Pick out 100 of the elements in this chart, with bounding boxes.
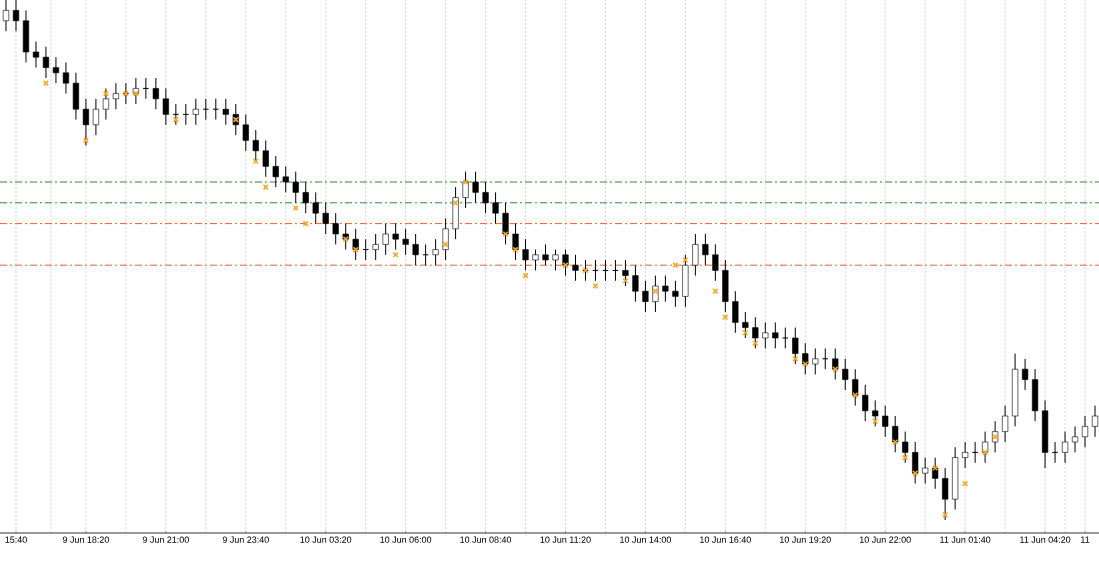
x-tick-label: 15:40 (5, 536, 27, 543)
candlestick (1061, 431, 1069, 464)
candlestick (532, 249, 539, 271)
candlestick (662, 275, 669, 303)
candlestick (202, 98, 210, 121)
candlestick (702, 233, 709, 266)
candlestick (62, 61, 70, 95)
candlestick (252, 129, 259, 162)
candlestick (522, 238, 529, 271)
x-tick-label: 10 Jun 11:20 (540, 536, 591, 543)
point (252, 158, 259, 165)
point (742, 329, 749, 336)
candlestick (212, 98, 220, 121)
candlestick (222, 98, 229, 126)
x-tick-label: 10 Jun 14:00 (620, 536, 671, 543)
candlestick (572, 254, 579, 282)
candlestick (42, 46, 50, 79)
candlestick (922, 457, 929, 485)
point (872, 418, 879, 425)
x-tick-label: 11 Jun 01:40 (940, 536, 991, 543)
point (942, 511, 949, 518)
candlestick (882, 405, 889, 438)
candlestick (382, 223, 389, 256)
candlestick (92, 98, 100, 136)
candlestick (282, 165, 289, 193)
candlestick (742, 311, 749, 339)
candlestick (632, 264, 639, 303)
candlestick (672, 280, 679, 308)
candlestick (1081, 415, 1089, 448)
candlestick (782, 327, 789, 349)
point (792, 355, 799, 362)
candlestick (302, 181, 309, 214)
candlestick (542, 243, 549, 266)
candlestick (32, 41, 40, 69)
candlestick (392, 223, 399, 251)
x-tick-label: 10 Jun 03:20 (300, 536, 352, 543)
x-tick-label: 11 Jun 04:20 (1020, 536, 1071, 543)
candlestick (322, 202, 329, 235)
x-tick-label: 11 (1081, 536, 1090, 543)
candlestick (942, 467, 949, 521)
point (512, 246, 519, 253)
candlestick (152, 77, 159, 110)
candlestick (192, 98, 199, 126)
candlestick (1091, 405, 1099, 438)
candlestick (112, 82, 119, 110)
candlestick (472, 171, 479, 204)
candlestick (821, 347, 829, 370)
candlestick (492, 191, 499, 225)
candlestick (242, 113, 249, 152)
candlestick (412, 233, 419, 266)
candlestick (402, 228, 409, 256)
x-tick-label: 10 Jun 22:00 (859, 536, 911, 543)
candlestick (862, 384, 869, 422)
x-tick-label: 10 Jun 19:20 (780, 536, 831, 543)
point (832, 366, 839, 373)
candlestick (432, 238, 439, 266)
point (352, 246, 359, 253)
candlestick (52, 56, 60, 84)
candlestick (142, 77, 150, 100)
point (262, 184, 269, 191)
candlestick (832, 347, 839, 381)
candlestick (872, 399, 879, 427)
candlestick (1071, 425, 1079, 453)
candlestick (842, 358, 849, 391)
point (442, 241, 449, 248)
x-tick-label: 9 Jun 18:20 (62, 536, 109, 543)
candlestick (2, 0, 10, 32)
candlestick (962, 441, 969, 469)
candlestick (772, 321, 779, 349)
candlestick (912, 441, 919, 485)
candlestick (552, 249, 559, 271)
candlestick (272, 155, 279, 188)
candlestick (312, 191, 319, 225)
x-tick-label: 10 Jun 16:40 (700, 536, 751, 543)
candlestick (292, 171, 299, 204)
candlestick (712, 243, 719, 282)
candlestick (792, 327, 799, 365)
candlestick (1002, 405, 1009, 443)
point (522, 272, 529, 279)
candlestick (162, 87, 169, 126)
candlestick (482, 181, 489, 214)
candlestick (642, 280, 649, 313)
candlestick (762, 321, 769, 349)
candlestick (812, 347, 819, 375)
candlestick (12, 0, 20, 32)
x-tick-label: 9 Jun 23:40 (222, 536, 269, 543)
candlestick (262, 139, 269, 178)
candlestick (372, 233, 379, 261)
point (852, 392, 859, 399)
candlestick (1051, 441, 1059, 464)
candlestick (852, 368, 859, 407)
candlestick (1021, 358, 1029, 391)
x-tick-label: 10 Jun 06:00 (380, 536, 432, 543)
candlestick (692, 233, 699, 277)
candlestick (732, 290, 739, 334)
point (912, 470, 919, 477)
candlestick (971, 441, 979, 464)
x-tick-label: 10 Jun 08:40 (460, 536, 512, 543)
x-tick-label: 9 Jun 21:00 (142, 536, 189, 543)
candlestick (182, 103, 190, 126)
